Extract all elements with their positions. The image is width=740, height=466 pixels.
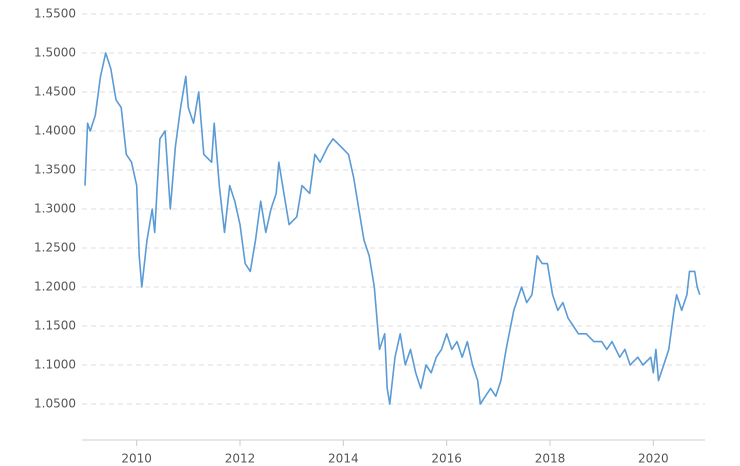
y-tick-label: 1.2000 <box>34 280 76 294</box>
x-tick-label: 2016 <box>431 452 462 466</box>
y-tick-label: 1.2500 <box>34 241 76 255</box>
x-tick-label: 2014 <box>328 452 359 466</box>
y-tick-label: 1.1500 <box>34 319 76 333</box>
y-tick-label: 1.5500 <box>34 7 76 21</box>
x-tick-label: 2012 <box>225 452 256 466</box>
x-tick-label: 2020 <box>638 452 669 466</box>
y-tick-label: 1.3500 <box>34 163 76 177</box>
x-tick-label: 2018 <box>535 452 566 466</box>
y-tick-label: 1.4000 <box>34 124 76 138</box>
x-tick-label: 2010 <box>121 452 152 466</box>
y-tick-label: 1.0500 <box>34 397 76 411</box>
price-line <box>84 52 701 405</box>
y-tick-label: 1.4500 <box>34 85 76 99</box>
y-tick-label: 1.5000 <box>34 46 76 60</box>
y-tick-label: 1.3000 <box>34 202 76 216</box>
y-tick-label: 1.1000 <box>34 358 76 372</box>
